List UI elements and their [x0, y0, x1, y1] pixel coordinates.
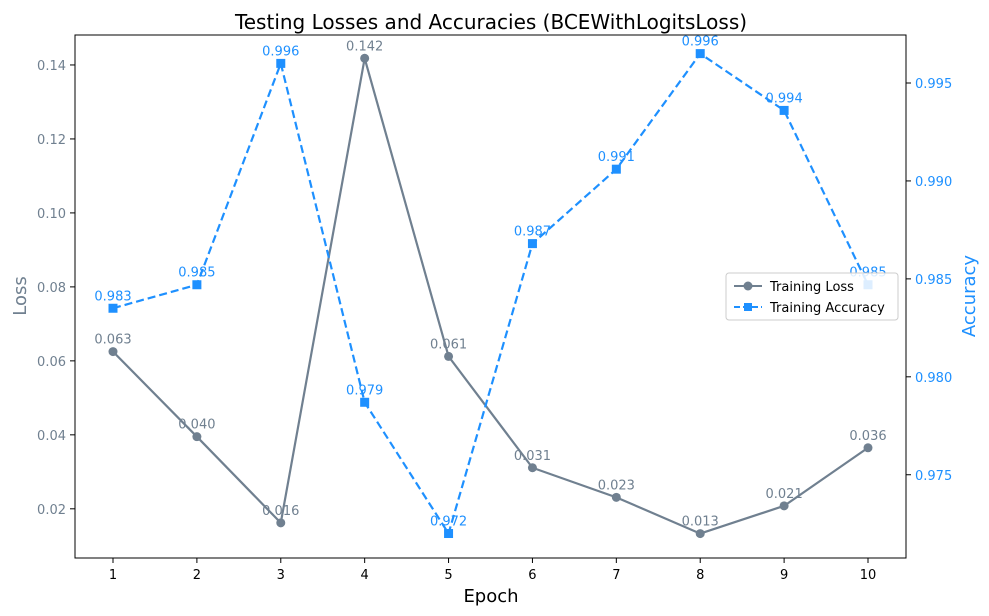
data-point-accuracy: [695, 49, 705, 59]
data-label-loss: 0.021: [766, 487, 803, 502]
y-left-tick-label: 0.02: [37, 503, 66, 518]
x-tick-label: 2: [193, 568, 201, 583]
data-point-accuracy: [527, 239, 537, 249]
y-axis-left-label: Loss: [10, 276, 31, 315]
x-tick-label: 5: [444, 568, 452, 583]
data-point-accuracy: [360, 397, 370, 407]
y-right-tick-label: 0.995: [915, 77, 952, 92]
data-point-accuracy: [192, 280, 202, 290]
y-left-tick-label: 0.10: [37, 207, 66, 222]
legend-box: [725, 272, 899, 321]
data-label-loss: 0.016: [262, 504, 299, 519]
y-axis-right-label: Accuracy: [959, 255, 980, 338]
data-label-accuracy: 0.972: [430, 515, 467, 530]
data-point-loss: [276, 518, 286, 528]
data-point-loss: [611, 492, 621, 502]
y-left-tick-label: 0.12: [37, 133, 66, 148]
x-tick-label: 7: [612, 568, 620, 583]
x-tick-label: 10: [860, 568, 877, 583]
y-right-tick-label: 0.990: [915, 175, 952, 190]
data-label-accuracy: 0.994: [766, 91, 803, 106]
legend: Training Loss Training Accuracy: [725, 272, 899, 321]
y-axis-left-ticks: 0.02 0.04 0.06 0.08 0.10 0.12 0.14: [37, 59, 75, 518]
data-label-accuracy: 0.996: [682, 35, 719, 50]
data-point-accuracy: [108, 303, 118, 313]
x-axis-ticks: 1 2 3 4 5 6 7 8 9 10: [109, 558, 876, 583]
legend-marker-accuracy: [744, 303, 752, 311]
data-label-loss: 0.036: [849, 429, 886, 444]
data-point-accuracy: [611, 164, 621, 174]
y-left-tick-label: 0.08: [37, 281, 66, 296]
series-line-loss: [112, 58, 869, 535]
y-axis-right-ticks: 0.975 0.980 0.985 0.990 0.995: [906, 77, 952, 484]
data-point-loss: [192, 432, 202, 442]
data-point-accuracy: [779, 105, 789, 115]
y-left-tick-label: 0.06: [37, 355, 66, 370]
x-tick-label: 3: [277, 568, 285, 583]
data-point-loss: [695, 529, 705, 539]
data-label-loss: 0.023: [598, 478, 635, 493]
x-axis-label: Epoch: [463, 586, 518, 607]
data-point-loss: [360, 53, 370, 63]
x-tick-label: 4: [361, 568, 369, 583]
y-left-tick-label: 0.14: [37, 59, 66, 74]
data-label-accuracy: 0.991: [598, 150, 635, 165]
legend-label-loss: Training Loss: [769, 280, 854, 295]
data-label-loss: 0.013: [682, 515, 719, 530]
legend-marker-loss: [743, 281, 753, 291]
data-point-loss: [108, 347, 118, 357]
x-tick-label: 9: [780, 568, 788, 583]
data-label-accuracy: 0.996: [262, 44, 299, 59]
y-left-tick-label: 0.04: [37, 429, 66, 444]
data-point-loss: [527, 463, 537, 473]
x-tick-label: 6: [528, 568, 536, 583]
y-right-tick-label: 0.985: [915, 273, 952, 288]
data-label-accuracy: 0.979: [346, 383, 383, 398]
x-tick-label: 1: [109, 568, 117, 583]
y-right-tick-label: 0.980: [915, 371, 952, 386]
data-point-accuracy: [276, 58, 286, 68]
data-label-accuracy: 0.985: [178, 266, 215, 281]
data-label-accuracy: 0.987: [514, 225, 551, 240]
data-point-accuracy: [444, 529, 454, 539]
data-label-loss: 0.142: [346, 39, 383, 54]
y-right-tick-label: 0.975: [915, 469, 952, 484]
data-point-loss: [863, 443, 873, 453]
x-tick-label: 8: [696, 568, 704, 583]
data-label-loss: 0.063: [94, 333, 131, 348]
data-label-loss: 0.031: [514, 449, 551, 464]
plot-area-frame: [74, 34, 907, 559]
legend-label-accuracy: Training Accuracy: [769, 301, 885, 316]
series-layer: 0.063 0.040 0.016 0.142 0.061 0.031 0.023 0.013…: [94, 35, 887, 539]
chart-title: Testing Losses and Accuracies (BCEWithLo…: [234, 10, 747, 34]
data-label-accuracy: 0.983: [94, 289, 131, 304]
data-point-loss: [444, 351, 454, 361]
data-point-loss: [779, 501, 789, 511]
series-line-accuracy: [112, 52, 869, 537]
data-label-loss: 0.040: [178, 418, 215, 433]
data-label-loss: 0.061: [430, 337, 467, 352]
